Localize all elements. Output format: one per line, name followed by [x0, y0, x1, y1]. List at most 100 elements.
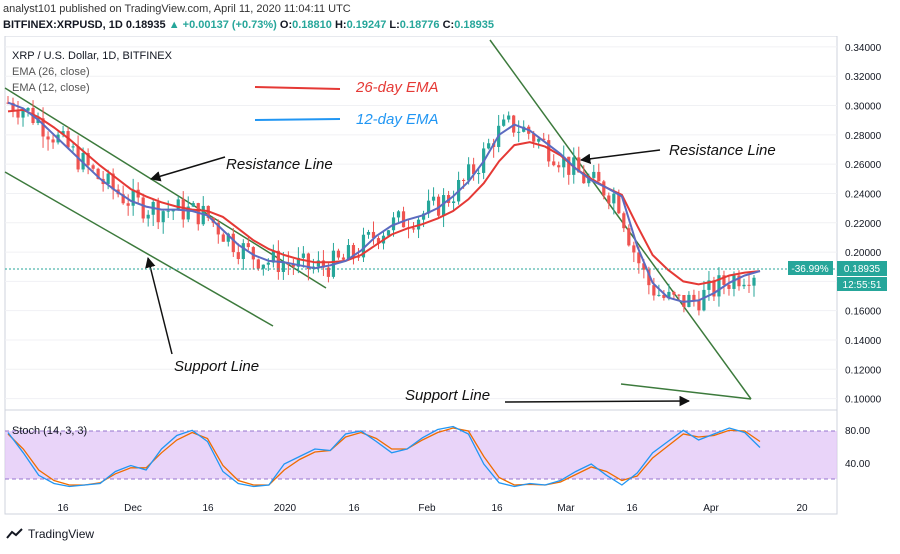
pct-change-text: -36.99% — [791, 264, 828, 275]
arrow-resistance-1 — [149, 156, 226, 182]
candle-body-21 — [111, 173, 115, 190]
candle-body-134 — [677, 294, 681, 296]
price-tick-5: 0.20000 — [845, 248, 882, 259]
low-label: L: — [389, 19, 400, 31]
tradingview-logo-icon — [6, 528, 23, 539]
candle-body-124 — [627, 228, 631, 246]
candle-body-78 — [396, 211, 401, 218]
time-tick-0: 16 — [57, 503, 69, 514]
price-tick-3: 0.16000 — [845, 307, 882, 318]
annotation-resistance-2: Resistance Line — [669, 142, 776, 159]
symbol: BITFINEX:XRPUSD, 1D — [3, 19, 123, 31]
candle-body-48 — [246, 243, 250, 248]
chart-title: XRP / U.S. Dollar, 1D, BITFINEX — [12, 50, 173, 62]
candle-body-66 — [336, 250, 341, 258]
candle-body-99 — [502, 119, 506, 126]
candle-body-43 — [221, 234, 225, 242]
candle-body-2 — [16, 111, 20, 118]
candle-body-108 — [547, 140, 551, 162]
time-tick-6: 16 — [491, 503, 503, 514]
candle-body-55 — [281, 262, 285, 272]
candle-body-36 — [186, 206, 190, 220]
ema12-line — [7, 101, 761, 303]
candle-body-128 — [647, 269, 651, 286]
candle-body-62 — [316, 260, 321, 267]
candle-body-3 — [21, 110, 25, 118]
price-tick-2: 0.14000 — [845, 336, 882, 347]
candle-body-44 — [226, 233, 230, 242]
candle-body-107 — [542, 138, 546, 141]
candle-body-102 — [517, 131, 521, 133]
time-tick-5: Feb — [418, 503, 436, 514]
candle-body-145 — [732, 275, 736, 289]
stoch-tick-40: 40.00 — [845, 459, 870, 470]
candle-body-42 — [216, 222, 220, 235]
annotation-support-1: Support Line — [174, 358, 259, 375]
legend-ema12-label: 12-day EMA — [356, 111, 439, 128]
time-axis: 16 Dec 16 2020 16 Feb 16 Mar 16 Apr 20 — [57, 503, 808, 514]
candle-body-110 — [557, 165, 561, 168]
candle-body-34 — [176, 199, 180, 211]
candle-body-67 — [341, 257, 346, 260]
arrow-support-2 — [504, 395, 691, 407]
candle-body-49 — [251, 247, 255, 260]
support-trendline-1 — [4, 171, 274, 327]
candle-body-126 — [637, 252, 641, 264]
price-chart[interactable]: Resistance Line Support Line Resistance … — [0, 36, 900, 524]
candle-body-17 — [91, 165, 95, 169]
price-axis: 0.100000.120000.140000.160000.180000.200… — [845, 43, 882, 406]
candle-body-11 — [61, 131, 65, 135]
countdown-badge — [837, 277, 887, 291]
candle-body-94 — [477, 172, 481, 175]
candle-body-30 — [156, 201, 160, 223]
candle-body-122 — [617, 193, 621, 214]
candle-body-18 — [96, 168, 100, 179]
candle-body-83 — [421, 213, 426, 220]
candle-body-111 — [562, 156, 566, 168]
candle-body-72 — [366, 231, 371, 235]
candle-body-52 — [266, 262, 270, 265]
publisher-line: analyst101 published on TradingView.com,… — [3, 3, 351, 15]
legend-ema26-swatch — [254, 86, 341, 90]
candle-body-64 — [326, 267, 331, 277]
footer: TradingView — [6, 527, 94, 541]
annotation-support-2: Support Line — [405, 387, 490, 404]
candle-body-69 — [351, 245, 356, 257]
price-tick-7: 0.24000 — [845, 189, 882, 200]
annotation-resistance-1: Resistance Line — [226, 156, 333, 173]
candle-body-53 — [271, 250, 275, 263]
candle-body-63 — [321, 260, 326, 268]
candle-body-47 — [241, 243, 245, 260]
candle-body-85 — [431, 196, 436, 201]
candle-body-143 — [722, 275, 726, 285]
time-tick-7: Mar — [557, 503, 575, 514]
candle-body-91 — [462, 179, 466, 181]
candle-body-20 — [106, 173, 110, 185]
legend-ema26-label: 26-day EMA — [355, 79, 439, 96]
annotations: Resistance Line Support Line Resistance … — [145, 79, 776, 407]
last-price-badge-text: 0.18935 — [844, 264, 881, 275]
candle-body-37 — [191, 203, 195, 207]
close-label: C: — [442, 19, 455, 31]
candle-body-79 — [401, 211, 406, 228]
candle-body-96 — [487, 143, 491, 149]
price-tick-11: 0.32000 — [845, 72, 882, 83]
price-tick-12: 0.34000 — [845, 43, 882, 54]
candle-body-23 — [121, 194, 125, 204]
last-price-badge — [837, 261, 887, 276]
price-tick-6: 0.22000 — [845, 219, 882, 230]
candle-body-4 — [26, 108, 30, 111]
candle-body-139 — [702, 289, 706, 311]
high-label: H: — [334, 19, 347, 31]
candle-body-131 — [662, 294, 666, 298]
candle-body-87 — [441, 195, 446, 216]
candle-body-33 — [171, 210, 175, 212]
arrow-support-1 — [145, 256, 173, 355]
candle-body-123 — [622, 213, 626, 229]
last-price: 0.18935 — [125, 19, 166, 31]
time-tick-2: 16 — [202, 503, 214, 514]
candle-body-32 — [166, 210, 170, 212]
ema26-line — [7, 108, 761, 286]
stoch-d-line — [7, 427, 761, 486]
candle-body-117 — [592, 171, 596, 178]
